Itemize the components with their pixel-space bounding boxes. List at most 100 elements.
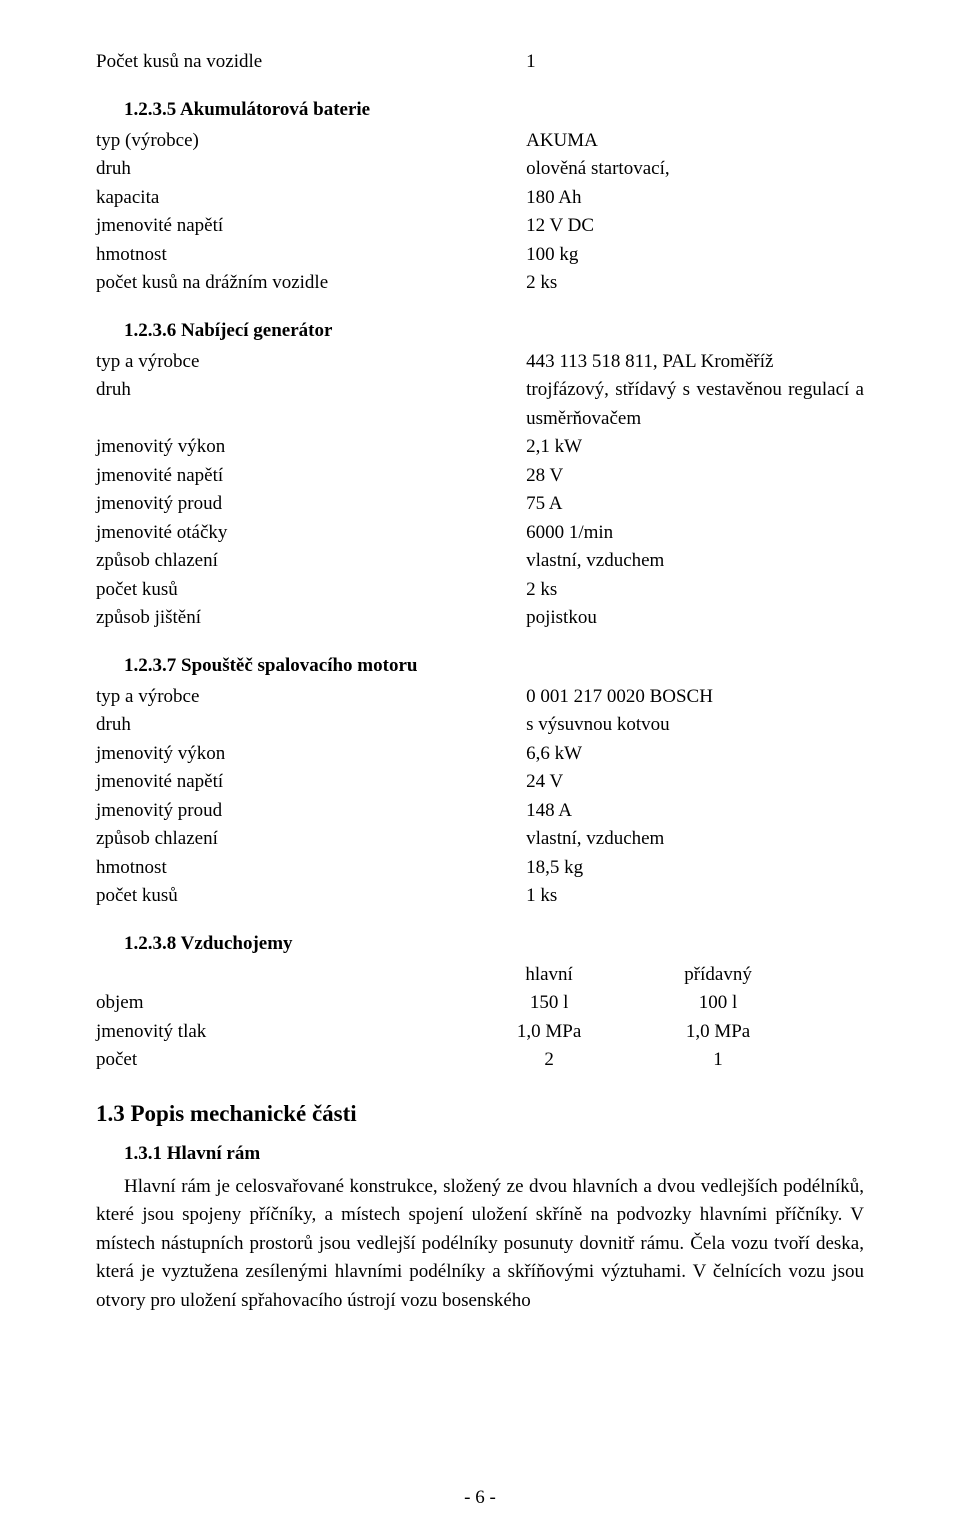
spec-value: 443 113 518 811, PAL Kroměříž (526, 348, 864, 377)
spec-row: typ a výrobce 0 001 217 0020 BOSCH (96, 683, 864, 712)
spec-value: 24 V (526, 768, 864, 797)
spec-value: 100 kg (526, 241, 864, 270)
spec-value: trojfázový, střídavý s vestavěnou regula… (526, 376, 864, 433)
spec-value: 2 ks (526, 269, 864, 298)
spec-row: jmenovitý výkon 2,1 kW (96, 433, 864, 462)
spec-row: hmotnost 100 kg (96, 241, 864, 270)
spec-value: pojistkou (526, 604, 864, 633)
spec-row: počet kusů na drážním vozidle 2 ks (96, 269, 864, 298)
top-line: Počet kusů na vozidle 1 (96, 48, 864, 77)
page-number: - 6 - (0, 1487, 960, 1509)
spec-row: jmenovitý proud 148 A (96, 797, 864, 826)
spec-row: jmenovité otáčky 6000 1/min (96, 519, 864, 548)
spec-value: s výsuvnou kotvou (526, 711, 864, 740)
spec-value: vlastní, vzduchem (526, 547, 864, 576)
table-row: objem 150 l 100 l (96, 989, 864, 1018)
spec-row: počet kusů 2 ks (96, 576, 864, 605)
spec-label: jmenovité napětí (96, 768, 495, 797)
spec-value: 6000 1/min (526, 519, 864, 548)
spec-label: jmenovité otáčky (96, 519, 495, 548)
spec-value: 12 V DC (526, 212, 864, 241)
spec-row: způsob jištění pojistkou (96, 604, 864, 633)
spec-label: druh (96, 711, 495, 740)
spec-label: počet kusů na drážním vozidle (96, 269, 495, 298)
spec-label: způsob chlazení (96, 825, 495, 854)
spec-label: počet kusů (96, 576, 495, 605)
spec-value: 6,6 kW (526, 740, 864, 769)
spec-label: počet kusů (96, 882, 495, 911)
table-cell: 1,0 MPa (465, 1018, 634, 1047)
table-label: počet (96, 1046, 465, 1075)
spec-label: jmenovitý výkon (96, 433, 495, 462)
spec-label: jmenovitý výkon (96, 740, 495, 769)
top-line-value: 1 (526, 48, 864, 77)
spec-label: způsob chlazení (96, 547, 495, 576)
spec-row: hmotnost 18,5 kg (96, 854, 864, 883)
spec-value: 148 A (526, 797, 864, 826)
table-cell: 2 (465, 1046, 634, 1075)
table-header-col2: přídavný (634, 961, 803, 990)
spec-row: jmenovitý proud 75 A (96, 490, 864, 519)
table-row: jmenovitý tlak 1,0 MPa 1,0 MPa (96, 1018, 864, 1047)
table-cell: 100 l (634, 989, 803, 1018)
spec-label: hmotnost (96, 241, 495, 270)
spec-row: způsob chlazení vlastní, vzduchem (96, 547, 864, 576)
spec-label: typ a výrobce (96, 348, 495, 377)
spec-value: 180 Ah (526, 184, 864, 213)
heading-1-2-3-7: 1.2.3.7 Spouštěč spalovacího motoru (96, 655, 864, 677)
spec-row: druh olověná startovací, (96, 155, 864, 184)
spec-row: počet kusů 1 ks (96, 882, 864, 911)
spec-row: jmenovité napětí 24 V (96, 768, 864, 797)
spec-label: jmenovité napětí (96, 462, 495, 491)
top-line-label: Počet kusů na vozidle (96, 48, 495, 77)
spec-row: druh s výsuvnou kotvou (96, 711, 864, 740)
spec-label: druh (96, 155, 495, 184)
spec-row: typ a výrobce 443 113 518 811, PAL Kromě… (96, 348, 864, 377)
spec-value: olověná startovací, (526, 155, 864, 184)
spec-row: typ (výrobce) AKUMA (96, 127, 864, 156)
spec-label: jmenovitý proud (96, 797, 495, 826)
spec-label: jmenovitý proud (96, 490, 495, 519)
document-page: Počet kusů na vozidle 1 1.2.3.5 Akumulát… (0, 0, 960, 1537)
paragraph-1-3-1: Hlavní rám je celosvařované konstrukce, … (96, 1173, 864, 1316)
table-label: objem (96, 989, 465, 1018)
spec-value: 1 ks (526, 882, 864, 911)
section-1-2-3-7-body: typ a výrobce 0 001 217 0020 BOSCH druh … (96, 683, 864, 911)
spec-label: typ (výrobce) (96, 127, 495, 156)
spec-label: kapacita (96, 184, 495, 213)
heading-1-2-3-8: 1.2.3.8 Vzduchojemy (96, 933, 864, 955)
heading-1-3: 1.3 Popis mechanické části (96, 1101, 864, 1127)
spec-label: druh (96, 376, 495, 433)
spec-value: 2,1 kW (526, 433, 864, 462)
table-header-col1: hlavní (465, 961, 634, 990)
table-row: počet 2 1 (96, 1046, 864, 1075)
table-cell: 1 (634, 1046, 803, 1075)
section-1-2-3-5-body: typ (výrobce) AKUMA druh olověná startov… (96, 127, 864, 298)
spec-value: 28 V (526, 462, 864, 491)
table-label: jmenovitý tlak (96, 1018, 465, 1047)
heading-1-2-3-6: 1.2.3.6 Nabíjecí generátor (96, 320, 864, 342)
spec-value: AKUMA (526, 127, 864, 156)
spec-label: způsob jištění (96, 604, 495, 633)
spec-row: jmenovité napětí 12 V DC (96, 212, 864, 241)
table-header-empty (96, 961, 465, 990)
section-1-2-3-8-body: hlavní přídavný objem 150 l 100 l jmenov… (96, 961, 864, 1075)
table-header-row: hlavní přídavný (96, 961, 864, 990)
spec-label: hmotnost (96, 854, 495, 883)
spec-value: 18,5 kg (526, 854, 864, 883)
spec-value: 2 ks (526, 576, 864, 605)
spec-row: způsob chlazení vlastní, vzduchem (96, 825, 864, 854)
spec-row: jmenovité napětí 28 V (96, 462, 864, 491)
table-cell: 1,0 MPa (634, 1018, 803, 1047)
spec-value: 75 A (526, 490, 864, 519)
spec-label: jmenovité napětí (96, 212, 495, 241)
spec-row: druh trojfázový, střídavý s vestavěnou r… (96, 376, 864, 433)
spec-value: 0 001 217 0020 BOSCH (526, 683, 864, 712)
table-cell: 150 l (465, 989, 634, 1018)
spec-label: typ a výrobce (96, 683, 495, 712)
heading-1-2-3-5: 1.2.3.5 Akumulátorová baterie (96, 99, 864, 121)
section-1-2-3-6-body: typ a výrobce 443 113 518 811, PAL Kromě… (96, 348, 864, 633)
heading-1-3-1: 1.3.1 Hlavní rám (96, 1143, 864, 1165)
spec-row: kapacita 180 Ah (96, 184, 864, 213)
spec-value: vlastní, vzduchem (526, 825, 864, 854)
